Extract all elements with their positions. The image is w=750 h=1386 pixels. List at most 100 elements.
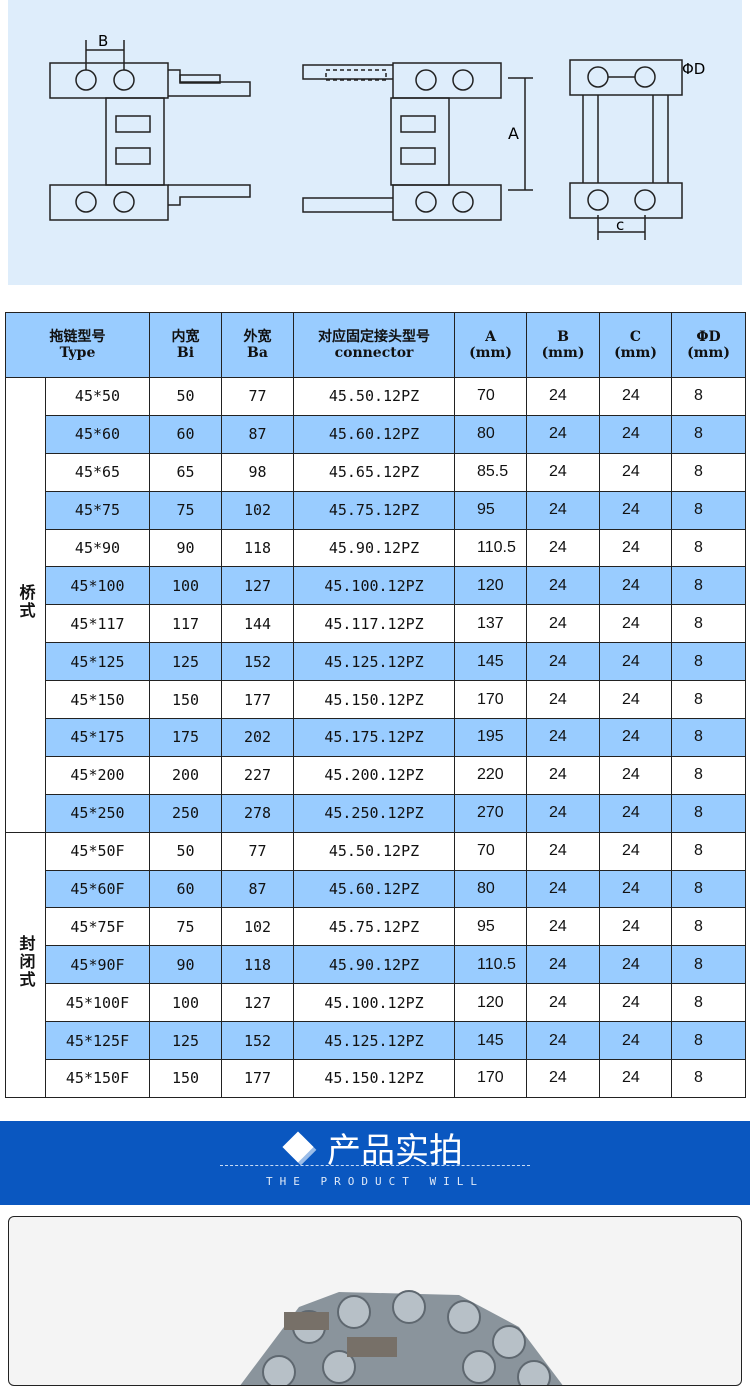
table-cell: 8 (671, 414, 746, 454)
label-d: ΦD (682, 60, 706, 78)
table-cell: 87 (221, 869, 294, 909)
table-cell: 45.150.12PZ (293, 680, 455, 720)
table-row: 封闭式 45*50F 50 77 45.50.12PZ 70 24 24 8 (5, 831, 746, 1098)
table-cell: 8 (671, 528, 746, 568)
group-label: 桥式 (5, 377, 46, 833)
table-cell: 118 (221, 528, 294, 568)
table-cell: 170 (454, 680, 527, 720)
table-cell: 8 (671, 907, 746, 947)
table-cell: 95 (454, 490, 527, 530)
table-row: 45*90 90 118 45.90.12PZ 110.5 24 24 8 (6, 528, 746, 568)
table-cell: 45.250.12PZ (293, 793, 455, 833)
header-cn: ΦD (696, 329, 721, 345)
table-cell: 8 (671, 1021, 746, 1061)
header-cn: 内宽 (171, 329, 200, 345)
table-cell: 50 (149, 377, 222, 416)
table-cell: 227 (221, 755, 294, 795)
table-cell: 120 (454, 566, 527, 606)
table-cell: 8 (671, 566, 746, 606)
table-cell: 200 (149, 755, 222, 795)
table-cell: 24 (526, 604, 600, 644)
label-b: B (98, 32, 109, 50)
table-row: 45*60 60 87 45.60.12PZ 80 24 24 8 (6, 414, 746, 454)
table-cell: 102 (221, 907, 294, 947)
table-cell: 8 (671, 377, 746, 416)
table-row: 45*125F 125 152 45.125.12PZ 145 24 24 8 (6, 1021, 746, 1061)
table-row: 45*75F 75 102 45.75.12PZ 95 24 24 8 (6, 907, 746, 947)
table-cell: 177 (221, 1059, 294, 1098)
table-cell: 24 (526, 907, 600, 947)
table-row: 45*200 200 227 45.200.12PZ 220 24 24 8 (6, 755, 746, 795)
column-header: 拖链型号 Type (5, 312, 150, 378)
open-view-drawing (49, 40, 251, 221)
table-cell: 90 (149, 945, 222, 985)
table-cell: 127 (221, 566, 294, 606)
table-cell: 144 (221, 604, 294, 644)
table-cell: 45*100 (45, 566, 150, 606)
table-row: 45*250 250 278 45.250.12PZ 270 24 24 8 (6, 793, 746, 833)
table-cell: 45*65 (45, 452, 150, 492)
table-cell: 24 (526, 377, 600, 416)
table-cell: 45.90.12PZ (293, 945, 455, 985)
table-cell: 45*60F (45, 869, 150, 909)
table-cell: 8 (671, 490, 746, 530)
table-cell: 24 (599, 414, 672, 454)
group-label-text: 封闭式 (16, 935, 36, 990)
table-cell: 8 (671, 718, 746, 757)
table-cell: 24 (599, 1021, 672, 1061)
table-cell: 45.90.12PZ (293, 528, 455, 568)
table-cell: 24 (599, 945, 672, 985)
table-row: 45*175 175 202 45.175.12PZ 195 24 24 8 (6, 718, 746, 757)
table-cell: 75 (149, 907, 222, 947)
table-row: 45*100F 100 127 45.100.12PZ 120 24 24 8 (6, 983, 746, 1023)
header-cn: A (485, 329, 496, 345)
table-cell: 24 (526, 755, 600, 795)
column-header: 内宽 Bi (149, 312, 222, 378)
table-cell: 24 (599, 907, 672, 947)
table-cell: 45.75.12PZ (293, 907, 455, 947)
table-cell: 45.125.12PZ (293, 642, 455, 682)
table-cell: 45.150.12PZ (293, 1059, 455, 1098)
table-cell: 125 (149, 642, 222, 682)
table-cell: 24 (599, 869, 672, 909)
table-cell: 77 (221, 377, 294, 416)
table-cell: 45*60 (45, 414, 150, 454)
table-cell: 24 (526, 793, 600, 833)
table-row: 45*90F 90 118 45.90.12PZ 110.5 24 24 8 (6, 945, 746, 985)
table-cell: 24 (599, 755, 672, 795)
table-cell: 145 (454, 1021, 527, 1061)
table-cell: 45*90F (45, 945, 150, 985)
table-cell: 45*200 (45, 755, 150, 795)
table-cell: 45.200.12PZ (293, 755, 455, 795)
group-label: 封闭式 (5, 831, 46, 1098)
table-cell: 24 (526, 528, 600, 568)
table-cell: 70 (454, 377, 527, 416)
banner-title: 产品实拍 (327, 1131, 463, 1171)
table-cell: 8 (671, 642, 746, 682)
table-cell: 117 (149, 604, 222, 644)
header-en: (mm) (614, 345, 657, 361)
table-cell: 24 (526, 831, 600, 871)
table-row: 45*117 117 144 45.117.12PZ 137 24 24 8 (6, 604, 746, 644)
table-cell: 24 (599, 604, 672, 644)
table-cell: 24 (599, 831, 672, 871)
table-cell: 45.100.12PZ (293, 566, 455, 606)
table-cell: 8 (671, 452, 746, 492)
table-cell: 118 (221, 945, 294, 985)
table-cell: 24 (599, 452, 672, 492)
header-en: Ba (247, 345, 268, 361)
table-cell: 45.125.12PZ (293, 1021, 455, 1061)
table-cell: 120 (454, 983, 527, 1023)
table-cell: 24 (526, 414, 600, 454)
table-cell: 110.5 (454, 945, 527, 985)
table-cell: 100 (149, 566, 222, 606)
header-en: Bi (176, 345, 195, 361)
header-en: Type (59, 345, 96, 361)
table-cell: 45*150F (45, 1059, 150, 1098)
table-cell: 8 (671, 945, 746, 985)
table-cell: 45*75 (45, 490, 150, 530)
table-cell: 8 (671, 983, 746, 1023)
table-cell: 152 (221, 1021, 294, 1061)
table-cell: 100 (149, 983, 222, 1023)
column-header: C (mm) (599, 312, 672, 378)
